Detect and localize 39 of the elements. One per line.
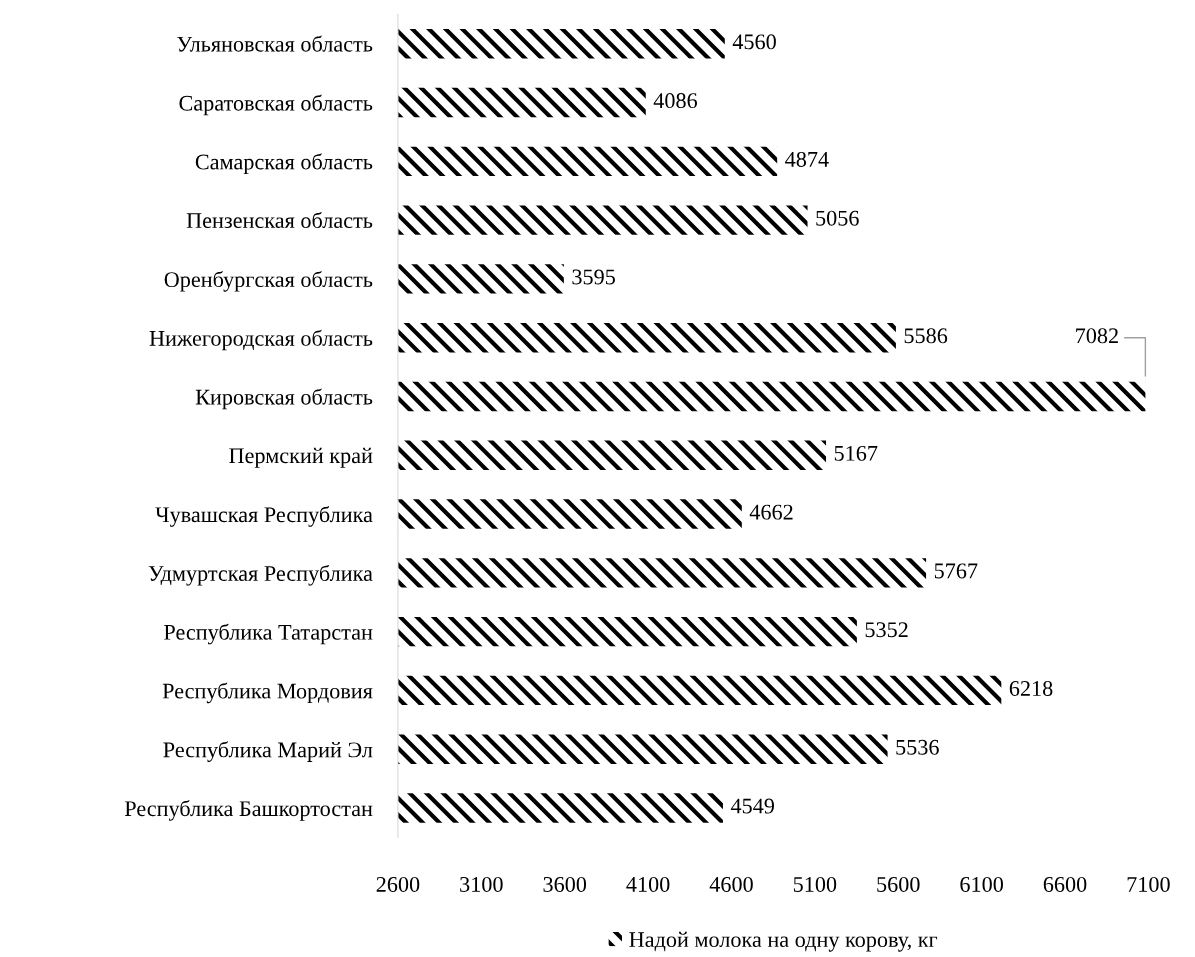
y-tick-label: Республика Марий Эл bbox=[163, 741, 373, 762]
y-tick-label: Саратовская область bbox=[179, 94, 373, 116]
data-label: 5767 bbox=[934, 563, 978, 579]
y-tick-label: Республика Мордовия bbox=[162, 682, 373, 704]
y-tick-label: Нижегородская область bbox=[149, 329, 373, 351]
x-tick-label: 4600 bbox=[709, 876, 753, 892]
x-tick-label: 6600 bbox=[1043, 876, 1087, 892]
y-tick-label: Кировская область bbox=[195, 388, 373, 410]
data-label: 5536 bbox=[896, 739, 939, 755]
x-tick-label: 5100 bbox=[793, 876, 837, 892]
data-label: 4549 bbox=[730, 798, 775, 814]
data-label: 5167 bbox=[834, 445, 878, 461]
data-label: 4662 bbox=[749, 504, 793, 520]
legend-label: Надой молока на одну корову, кг bbox=[629, 931, 938, 952]
data-label: 4086 bbox=[653, 93, 698, 109]
x-tick-label: 6100 bbox=[960, 876, 1003, 892]
y-tick-label: Самарская область bbox=[195, 153, 373, 175]
y-tick-label: Пензенская область bbox=[186, 211, 373, 229]
data-label: 5056 bbox=[816, 210, 859, 226]
data-label: 3595 bbox=[572, 269, 615, 285]
y-tick-label: Чувашская Республика bbox=[155, 506, 373, 527]
y-tick-label: Оренбургская область bbox=[164, 270, 373, 292]
x-tick-label: 2600 bbox=[376, 876, 420, 892]
y-tick-label: Республика Башкортостан bbox=[124, 800, 373, 821]
y-tick-label: Ульяновская область bbox=[177, 35, 373, 52]
data-label: 4560 bbox=[732, 34, 776, 50]
x-tick-label: 7100 bbox=[1127, 876, 1170, 892]
data-label: 7082 bbox=[1076, 328, 1118, 344]
data-label: 4874 bbox=[785, 151, 829, 167]
x-tick-label: 3100 bbox=[460, 876, 503, 892]
y-tick-label: Республика Татарстан bbox=[164, 623, 373, 645]
data-label: 5586 bbox=[904, 328, 948, 344]
y-tick-label: Пермский край bbox=[229, 447, 373, 468]
data-label: 6218 bbox=[1009, 680, 1053, 696]
x-tick-label: 4100 bbox=[626, 876, 670, 892]
y-tick-label: Удмуртская Республика bbox=[148, 564, 373, 586]
data-label: 5352 bbox=[865, 622, 908, 638]
x-tick-label: 3600 bbox=[543, 876, 587, 892]
x-tick-label: 5600 bbox=[877, 876, 920, 892]
